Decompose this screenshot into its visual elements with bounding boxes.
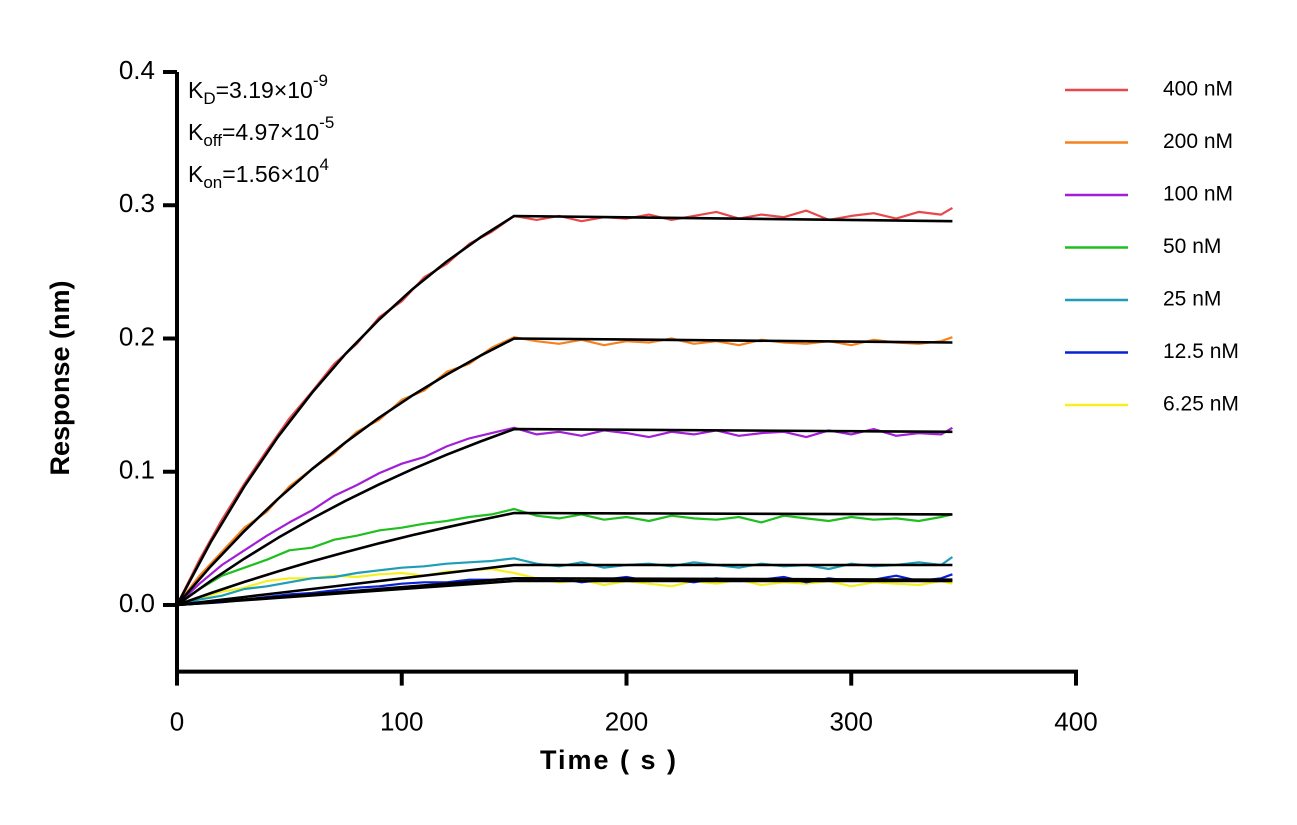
y-tick-label: 0.1: [119, 455, 155, 485]
annotation-symbol: K: [188, 77, 204, 103]
fit-line: [176, 511, 953, 607]
annotation: Koff=4.97×10-5: [188, 113, 334, 150]
x-tick-label: 0: [170, 706, 184, 736]
data-line: [176, 567, 953, 607]
annotation-exponent: -9: [313, 71, 328, 90]
x-tick-label: 300: [830, 706, 873, 736]
legend-label: 50 nM: [1163, 235, 1221, 258]
y-axis-title: Response (nm): [45, 280, 75, 475]
x-axis-title: Time ( s ): [540, 745, 678, 775]
legend-label: 100 nM: [1163, 183, 1233, 206]
fit-line: [176, 337, 953, 606]
annotation: Kon=1.56×104: [188, 155, 329, 192]
annotation-subscript: off: [203, 131, 222, 150]
x-tick-label: 200: [605, 706, 648, 736]
y-tick-label: 0.4: [119, 55, 155, 85]
annotation: KD=3.19×10-9: [188, 71, 328, 108]
annotation-subscript: D: [203, 89, 215, 108]
legend-label: 25 nM: [1163, 288, 1221, 311]
x-tick-label: 400: [1054, 706, 1097, 736]
annotation-subscript: on: [203, 173, 222, 192]
y-tick-label: 0.3: [119, 188, 155, 218]
annotation-value: =3.19×10: [216, 77, 313, 103]
legend-label: 400 nM: [1163, 78, 1233, 101]
data-line: [176, 206, 953, 606]
legend-label: 200 nM: [1163, 130, 1233, 153]
annotation-symbol: K: [188, 119, 204, 145]
y-tick-label: 0.0: [119, 588, 155, 618]
annotation-value: =1.56×10: [222, 161, 319, 187]
legend-label: 6.25 nM: [1163, 393, 1239, 416]
x-tick-label: 100: [380, 706, 423, 736]
legend-label: 12.5 nM: [1163, 340, 1239, 363]
annotation-symbol: K: [188, 161, 204, 187]
annotation-exponent: -5: [319, 113, 334, 132]
annotation-value: =4.97×10: [222, 119, 319, 145]
fit-line: [176, 579, 953, 607]
fit-line: [175, 214, 953, 606]
annotation-exponent: 4: [319, 155, 328, 174]
fit-line: [176, 563, 953, 607]
data-line: [176, 507, 953, 606]
y-tick-label: 0.2: [119, 321, 155, 351]
fit-line: [176, 427, 953, 607]
